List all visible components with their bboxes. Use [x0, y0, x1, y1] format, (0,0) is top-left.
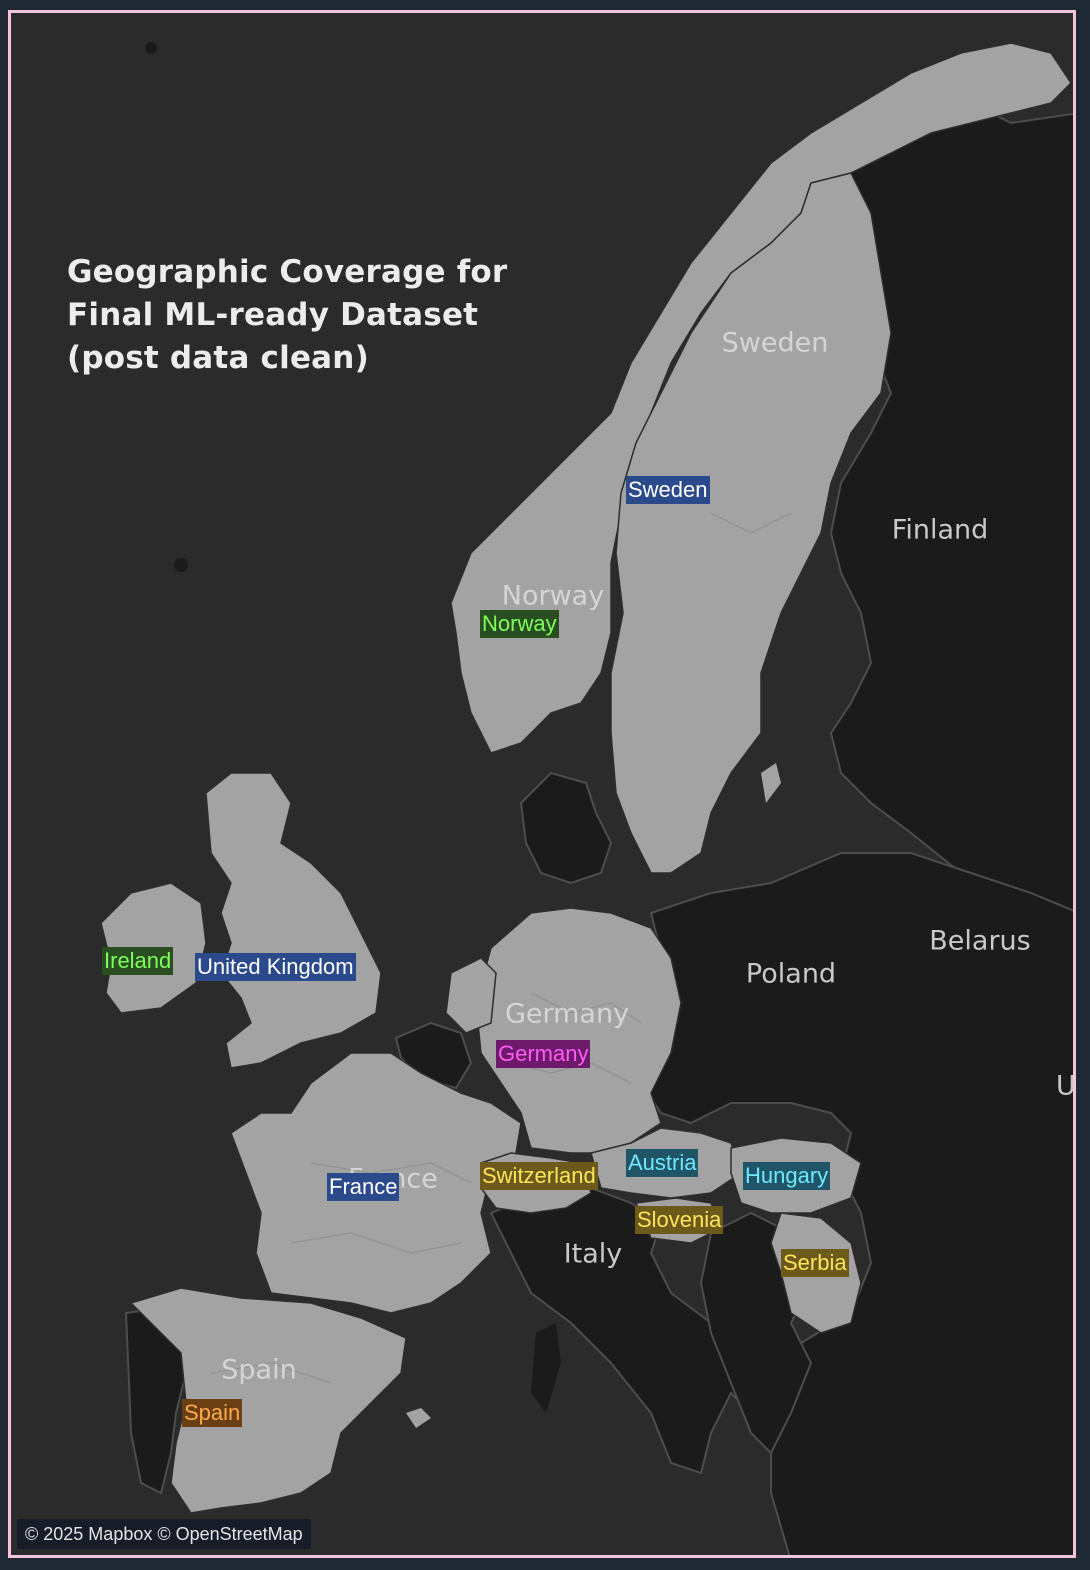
tag-norway: Norway	[480, 610, 559, 638]
map-attribution[interactable]: © 2025 Mapbox © OpenStreetMap	[17, 1519, 311, 1549]
tag-switzerland: Switzerland	[480, 1162, 598, 1190]
land-uk	[205, 772, 382, 1069]
map-canvas[interactable]	[11, 13, 1076, 1558]
basemap-label-belarus: Belarus	[929, 925, 1031, 957]
basemap-label-italy: Italy	[563, 1238, 623, 1270]
tag-hungary: Hungary	[743, 1162, 831, 1190]
tag-united-kingdom: United Kingdom	[195, 953, 356, 981]
tag-spain: Spain	[182, 1399, 243, 1427]
tag-serbia: Serbia	[781, 1249, 849, 1277]
basemap-label-norway: Norway	[501, 580, 605, 612]
tag-ireland: Ireland	[102, 947, 174, 975]
land-netherlands	[445, 957, 497, 1034]
tag-austria: Austria	[626, 1149, 699, 1177]
basemap-label-finland: Finland	[891, 514, 989, 546]
basemap-label-germany: Germany	[504, 998, 630, 1030]
tag-france: France	[327, 1173, 400, 1201]
land-denmark	[519, 771, 613, 885]
tag-slovenia: Slovenia	[635, 1206, 724, 1234]
basemap-label-sweden: Sweden	[721, 327, 829, 359]
map-title: Geographic Coverage for Final ML-ready D…	[67, 251, 587, 380]
basemap-label-poland: Poland	[745, 958, 837, 990]
tag-sweden: Sweden	[626, 476, 710, 504]
basemap-label-spain: Spain	[221, 1354, 297, 1386]
basemap-label-ukraine: Ukra	[1056, 1070, 1076, 1102]
map-frame: Geographic Coverage for Final ML-ready D…	[8, 10, 1076, 1558]
title-line-2: Final ML-ready Dataset	[67, 297, 479, 333]
title-line-3: (post data clean)	[67, 340, 369, 376]
title-line-1: Geographic Coverage for	[67, 254, 508, 290]
land-sweden	[610, 172, 892, 874]
land-norway	[450, 42, 1072, 754]
tag-germany: Germany	[496, 1040, 591, 1068]
land-germany	[475, 907, 682, 1154]
